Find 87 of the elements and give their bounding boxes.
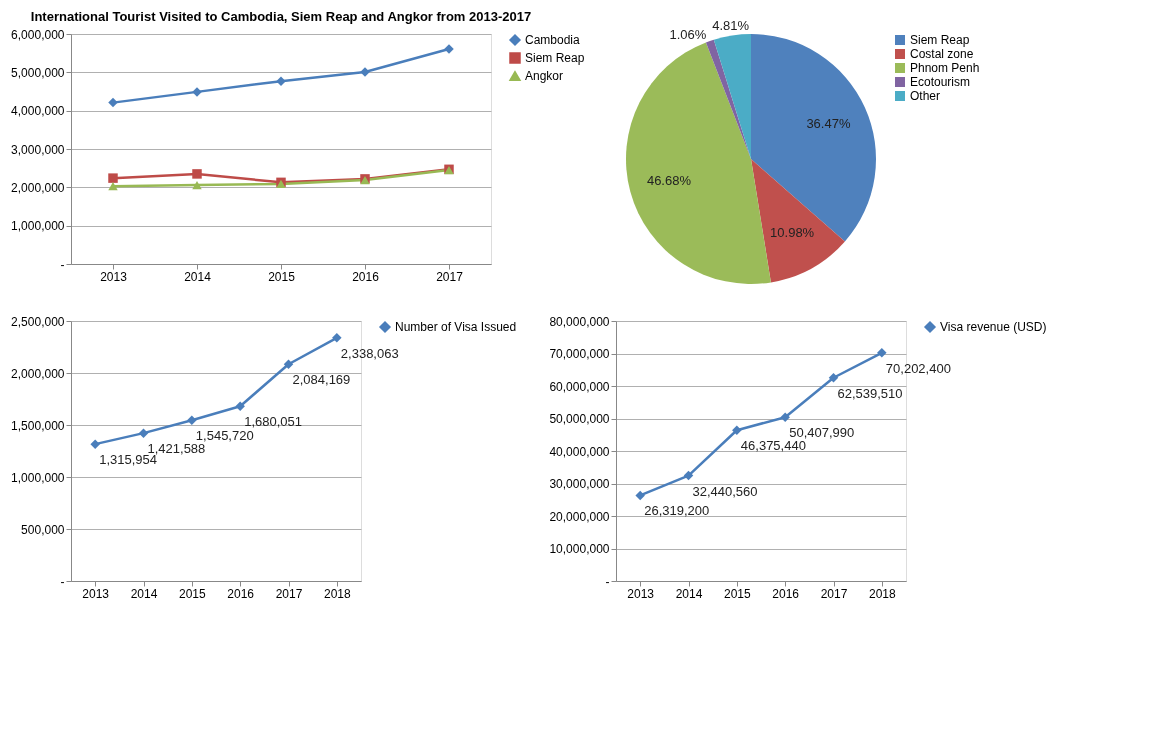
legend-label: Other — [910, 89, 941, 103]
y-tick-label: 80,000,000 — [549, 314, 610, 329]
point — [635, 490, 645, 501]
x-tick-label: 2018 — [323, 586, 351, 601]
data-label: 26,319,200 — [644, 503, 710, 519]
data-label: 36.47% — [806, 115, 851, 131]
legend-label: Number of Visa Issued — [395, 320, 517, 334]
x-tick-label: 2015 — [178, 586, 206, 601]
pie-slice — [713, 34, 751, 159]
point — [108, 173, 118, 183]
y-tick-label: 2,500,000 — [11, 314, 65, 329]
point — [192, 169, 202, 179]
legend-label: Siem Reap — [525, 51, 585, 65]
point — [877, 348, 887, 358]
y-tick-label: 30,000,000 — [549, 477, 610, 491]
x-tick-label: 2014 — [130, 586, 158, 601]
x-tick-label: 2014 — [675, 586, 703, 601]
data-label: 1,545,720 — [195, 428, 254, 444]
y-tick-label: 1,500,000 — [11, 418, 65, 433]
x-tick-label: 2016 — [352, 269, 380, 284]
x-tick-label: 2014 — [184, 269, 212, 284]
point — [283, 359, 294, 369]
legend-label: Ecotourism — [910, 75, 971, 89]
point — [235, 401, 245, 412]
legend-label: Siem Reap — [910, 33, 970, 47]
point — [828, 373, 839, 383]
x-tick-label: 2017 — [275, 586, 303, 601]
pie-slice — [626, 42, 771, 284]
x-tick-label: 2013 — [627, 586, 655, 601]
pie-slice — [751, 159, 845, 283]
data-label: 10.98% — [770, 225, 815, 241]
x-tick-label: 2016 — [772, 586, 800, 601]
data-label: 50,407,990 — [789, 425, 855, 441]
data-label: 46.68% — [646, 173, 692, 189]
data-label: 62,539,510 — [837, 385, 903, 401]
chart-title: International Tourist Visited to Cambodia, Siem Reap and Angkor from 2013-2017 — [30, 9, 532, 24]
x-tick-label: 2016 — [227, 586, 255, 601]
y-tick-label: 60,000,000 — [549, 379, 610, 394]
legend-label: Visa revenue (USD) — [940, 320, 1047, 334]
y-tick-label: 20,000,000 — [549, 509, 610, 524]
x-tick-label: 2013 — [100, 269, 128, 284]
y-tick-label: 1,000,000 — [11, 470, 65, 485]
point — [90, 439, 100, 449]
y-tick-label: 4,000,000 — [11, 104, 65, 119]
legend-label: Phnom Penh — [910, 61, 980, 75]
point — [683, 470, 694, 481]
point — [732, 425, 742, 436]
y-tick-label: 70,000,000 — [549, 347, 610, 361]
y-tick-label: 40,000,000 — [549, 444, 610, 459]
point — [187, 415, 197, 425]
y-tick-label: - — [60, 257, 65, 272]
y-tick-label: 10,000,000 — [549, 542, 610, 556]
y-tick-label: 5,000,000 — [11, 65, 65, 80]
y-tick-label: 3,000,000 — [11, 142, 65, 157]
point — [332, 333, 342, 343]
y-tick-label: 1,000,000 — [11, 219, 65, 234]
legend-label: Angkor — [525, 69, 564, 83]
y-tick-label: 6,000,000 — [11, 27, 65, 42]
x-tick-label: 2015 — [268, 269, 296, 284]
data-label: 1,680,051 — [244, 414, 303, 430]
x-tick-label: 2017 — [436, 269, 464, 284]
pie-slice — [751, 34, 876, 242]
point — [138, 428, 149, 438]
legend-label: Cambodia — [525, 33, 581, 47]
y-tick-label: 500,000 — [21, 522, 65, 537]
data-label: 1.06% — [669, 27, 707, 43]
y-tick-label: 2,000,000 — [11, 180, 65, 195]
point — [192, 180, 202, 190]
x-tick-label: 2015 — [723, 586, 751, 601]
y-tick-label: - — [60, 574, 65, 589]
x-tick-label: 2018 — [868, 586, 896, 601]
legend-label: Costal zone — [910, 47, 974, 61]
point — [108, 182, 118, 191]
data-label: 32,440,560 — [692, 483, 758, 499]
point — [780, 412, 790, 422]
pie-slice — [705, 39, 751, 159]
y-tick-label: 50,000,000 — [549, 412, 610, 426]
data-label: 2,084,169 — [292, 372, 351, 388]
x-tick-label: 2017 — [820, 586, 848, 601]
data-label: 46,375,440 — [740, 438, 806, 454]
data-label: 70,202,400 — [885, 360, 951, 376]
y-tick-label: - — [605, 574, 610, 589]
data-label: 4.81% — [712, 17, 750, 33]
data-label: 2,338,063 — [340, 345, 399, 361]
x-tick-label: 2013 — [82, 586, 110, 601]
point — [108, 97, 118, 108]
y-tick-label: 2,000,000 — [11, 366, 65, 381]
